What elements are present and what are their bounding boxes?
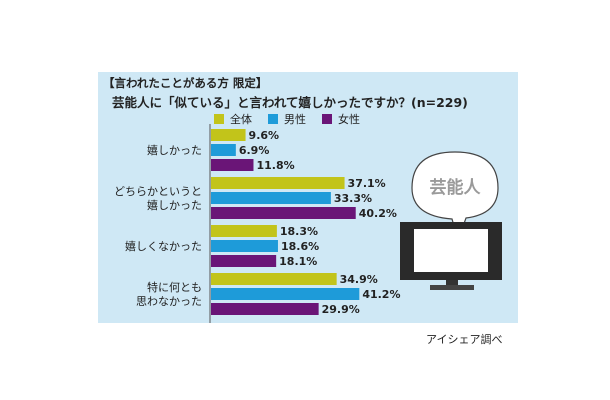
data-label: 40.2% [359,207,397,220]
data-label: 33.3% [334,192,372,205]
bar-female [211,159,254,171]
data-label: 11.8% [256,159,294,172]
tv-screen-label: 芸能人 [430,177,482,198]
bar-all [211,129,246,141]
data-label: 6.9% [239,144,270,157]
data-label: 34.9% [340,273,378,286]
tv-stand-neck [446,280,458,286]
legend-swatch-female [322,114,332,124]
legend-swatch-male [268,114,278,124]
bar-female [211,255,277,267]
chart-title: 芸能人に「似ている」と言われて嬉しかったですか？(n=229) [112,95,468,110]
bar-male [211,192,331,204]
bar-male [211,288,360,300]
category-label: 嬉しかった [147,143,202,157]
source-credit: アイシェア調べ [426,333,503,346]
category-label: どちらかというと嬉しかった [114,185,202,212]
data-label: 29.9% [322,303,360,316]
data-label: 37.1% [348,177,386,190]
tv-screen [414,229,488,272]
data-label: 18.3% [280,225,318,238]
bar-all [211,177,345,189]
speech-bubble [411,151,499,242]
chart-subtitle: 【言われたことがある方 限定】 [103,76,268,90]
legend: 全体 男性 女性 [214,112,376,126]
data-label: 9.6% [249,129,280,142]
legend-item-male: 男性 [268,111,306,127]
data-label: 18.1% [279,255,317,268]
bar-female [211,207,356,219]
tv-stand-base [430,285,474,290]
data-label: 41.2% [362,288,400,301]
bar-female [211,303,319,315]
legend-item-all: 全体 [214,111,252,127]
bar-male [211,144,236,156]
bar-all [211,225,277,237]
legend-label-male: 男性 [284,113,306,126]
bar-all [211,273,337,285]
legend-label-female: 女性 [338,113,360,126]
category-label: 特に何とも思わなかった [136,280,202,308]
legend-item-female: 女性 [322,111,360,127]
category-label: 嬉しくなかった [125,239,202,253]
tv-illustration: 芸能人 [400,151,502,290]
legend-label-all: 全体 [230,113,252,126]
data-label: 18.6% [281,240,319,253]
legend-swatch-all [214,114,224,124]
bar-male [211,240,278,252]
